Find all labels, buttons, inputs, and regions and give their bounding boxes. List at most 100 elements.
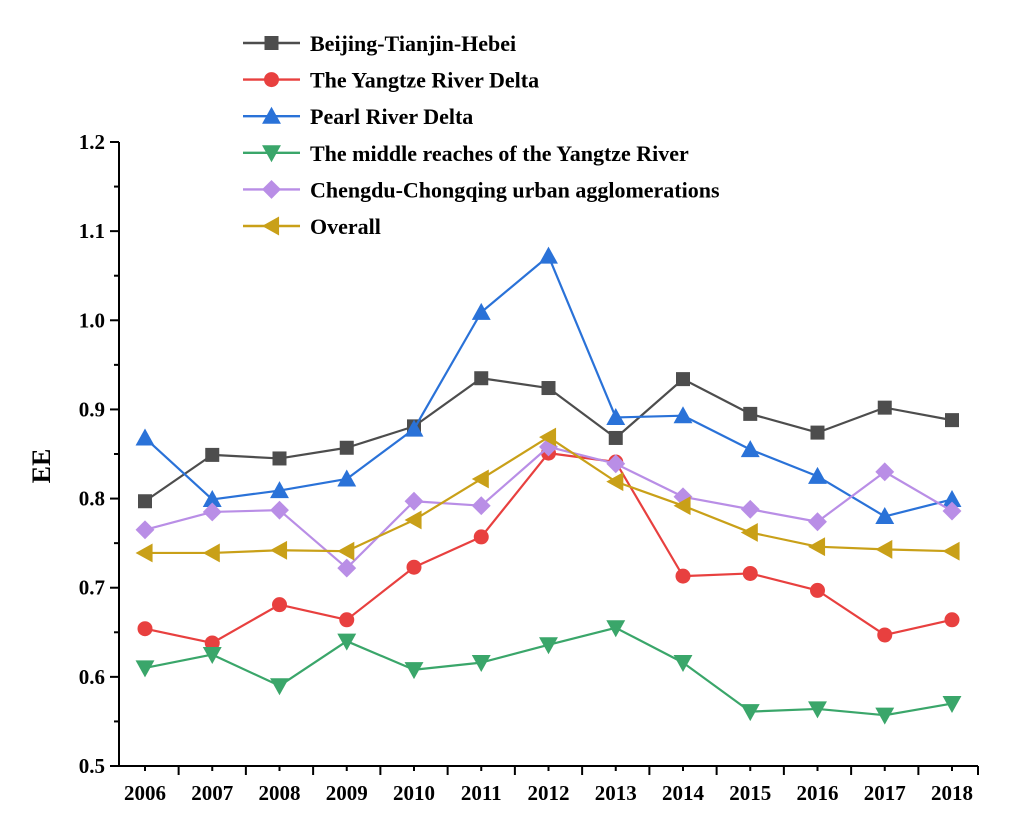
data-point [404,491,424,511]
data-point [942,696,962,714]
data-point [673,655,693,673]
legend-item: Chengdu-Chongqing urban agglomerations [243,177,720,202]
data-point [875,462,895,482]
data-point [808,537,826,557]
data-point [945,413,959,428]
data-point [202,543,220,563]
y-ticks: 0.5 0.6 0.7 0.8 0.9 1.0 1.1 1.2 [79,130,119,778]
data-point [135,660,155,678]
data-point [808,466,827,484]
data-point [673,496,691,516]
x-tick-label: 2006 [124,781,166,805]
data-point [204,635,220,651]
data-point [877,400,892,415]
legend-marker [264,72,279,88]
x-tick-label: 2016 [797,781,839,805]
data-point [339,612,355,628]
x-tick-label: 2018 [931,781,973,805]
legend-item: The Yangtze River Delta [243,68,539,93]
legend-item: Overall [243,214,381,239]
data-point [676,372,690,387]
data-point [675,568,691,584]
data-point [740,522,758,542]
data-point [135,520,155,540]
legend-marker [262,106,281,124]
data-point [471,469,489,489]
y-tick-label: 1.1 [79,219,105,243]
data-point [474,371,489,386]
legend-item: Beijing-Tianjin-Hebei [243,31,516,56]
data-point [471,302,491,320]
x-tick-label: 2014 [662,781,705,805]
data-point [810,425,825,440]
legend-label: The middle reaches of the Yangtze River [310,141,689,166]
data-point [541,381,556,396]
data-point [740,499,760,519]
legend-marker [264,36,279,50]
data-point [808,512,827,532]
data-point [272,597,287,613]
data-point [138,494,152,509]
series-5 [135,427,960,563]
x-tick-label: 2009 [326,781,368,805]
x-tick-label: 2011 [461,781,502,805]
legend-label: Overall [310,214,381,239]
y-tick-label: 1.0 [79,308,105,332]
x-tick-label: 2013 [595,781,637,805]
data-point [137,621,153,637]
y-tick-label: 0.9 [79,397,105,421]
data-point [473,529,489,545]
x-tick-label: 2008 [259,781,301,805]
data-point [205,447,220,462]
data-point [337,633,357,651]
x-ticks: 2006 2007 2008 2009 2010 2011 2012 2013 2014 2015… [124,766,979,805]
data-point [942,490,962,508]
data-point [202,490,222,508]
legend-label: Pearl River Delta [310,104,473,129]
x-tick-label: 2017 [864,781,906,805]
data-point [337,541,355,561]
data-point [539,427,557,447]
data-point [606,472,624,492]
data-point [471,496,491,516]
data-point [270,540,288,560]
data-point [742,565,758,581]
data-point [606,620,626,638]
data-point [608,430,623,445]
legend: Beijing-Tianjin-Hebei The Yangtze River D… [243,31,720,239]
legend-label: Beijing-Tianjin-Hebei [310,31,516,56]
y-tick-label: 0.8 [79,487,105,511]
data-point [202,647,222,665]
y-tick-label: 1.2 [79,130,105,154]
data-point [942,541,960,561]
data-point [944,612,960,628]
data-point [539,637,558,655]
y-tick-label: 0.7 [79,576,105,600]
series-2 [135,246,962,524]
x-tick-label: 2015 [729,781,771,805]
data-point [875,707,895,725]
data-point [270,500,289,520]
data-point [673,406,693,424]
data-point [270,481,289,499]
data-point [875,506,895,524]
data-point [471,655,491,673]
data-point [875,539,893,559]
legend-label: The Yangtze River Delta [310,68,539,93]
x-tick-label: 2012 [528,781,570,805]
data-point [135,543,153,563]
data-point [406,559,422,575]
data-point [404,419,424,437]
data-point [135,428,155,446]
data-point [404,510,422,530]
y-axis-title: EE [27,449,56,484]
legend-item: Pearl River Delta [243,104,473,129]
y-tick-label: 0.6 [79,665,105,689]
series-group [135,246,962,725]
y-tick-label: 0.5 [79,754,105,778]
data-point [810,582,825,598]
x-tick-label: 2010 [393,781,435,805]
data-point [606,454,626,474]
data-point [337,469,357,487]
